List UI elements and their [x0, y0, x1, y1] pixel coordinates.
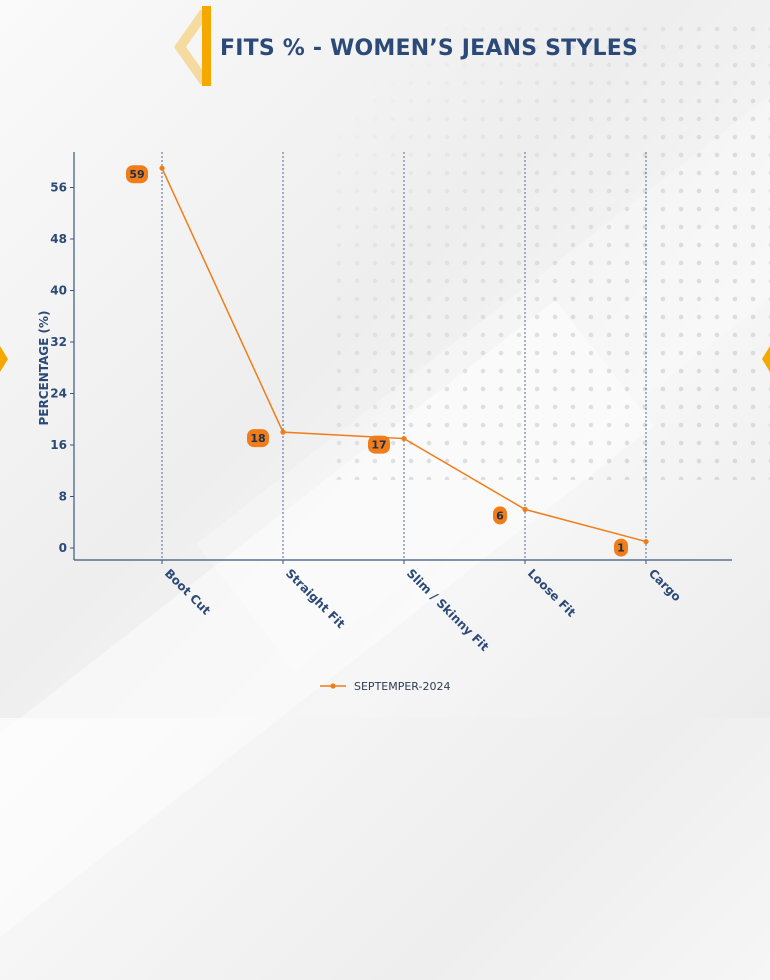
y-tick-label: 8 — [59, 490, 67, 504]
data-point — [643, 538, 649, 545]
header: FITS % - WOMEN’S JEANS STYLES — [172, 6, 692, 88]
data-point — [159, 165, 165, 171]
data-label-box — [614, 538, 628, 557]
data-label: 18 — [250, 432, 265, 445]
data-label: 59 — [129, 168, 144, 181]
x-tick-label: Straight Fit — [283, 566, 348, 631]
data-point — [401, 435, 407, 442]
legend-marker — [320, 683, 346, 689]
data-label-box — [126, 165, 148, 184]
label-layer: 59 18 17 6 1 — [126, 165, 628, 557]
grid-layer — [161, 152, 647, 560]
chart-title: FITS % - WOMEN’S JEANS STYLES — [220, 36, 639, 61]
y-tick-label: 16 — [50, 438, 67, 452]
y-tick-label: 48 — [50, 232, 67, 246]
data-point — [280, 429, 286, 435]
data-label-box — [247, 429, 269, 448]
chevron-left-icon — [174, 6, 212, 86]
data-label-box — [493, 506, 507, 525]
x-tick-label: Loose Fit — [525, 566, 579, 620]
data-label: 1 — [617, 542, 625, 555]
chevron-left-icon — [762, 346, 770, 372]
y-tick-label: 0 — [59, 541, 67, 555]
legend-label: SEPTEMPER-2024 — [354, 679, 451, 693]
y-tick-label: 24 — [50, 387, 67, 401]
data-label-box — [368, 435, 390, 454]
x-tick-label: Boot Cut — [162, 566, 214, 618]
y-tick-label: 56 — [50, 181, 67, 195]
data-point — [522, 506, 528, 512]
data-label: 6 — [496, 509, 504, 522]
background-dot-pattern — [330, 20, 770, 480]
y-tick-label: 40 — [50, 284, 67, 298]
chevron-right-icon — [0, 346, 8, 372]
x-tick-label: Slim / Skinny Fit — [404, 566, 492, 654]
y-axis-title: PERCENTAGE (%) — [37, 310, 51, 425]
legend: SEPTEMPER-2024 — [320, 678, 450, 694]
series-layer — [159, 165, 649, 545]
y-tick-label: 32 — [50, 335, 67, 349]
x-tick-label: Cargo — [646, 566, 684, 604]
data-label: 17 — [371, 439, 386, 452]
